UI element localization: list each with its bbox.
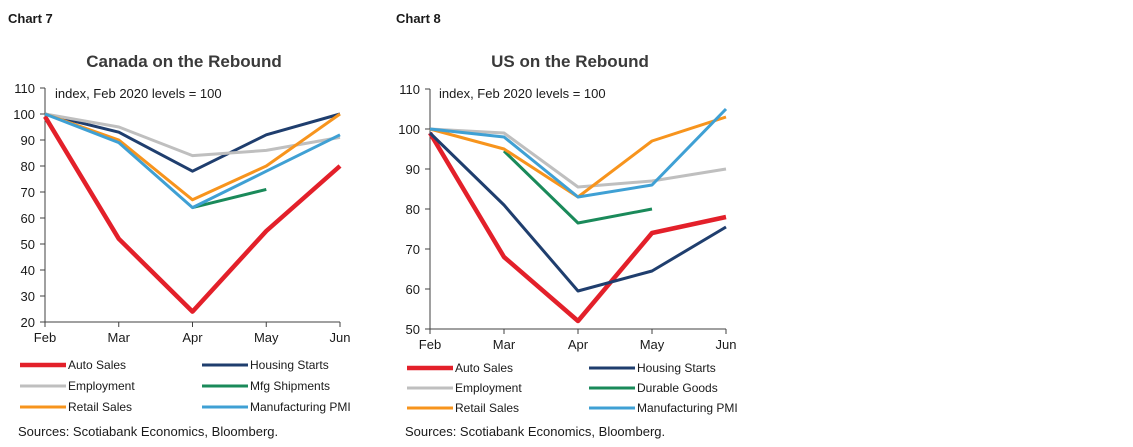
legend-label-auto-sales: Auto Sales [455,361,513,375]
y-tick-label: 110 [399,82,420,97]
chart-number-label: Chart 7 [8,11,53,26]
x-tick-label: Mar [493,337,516,352]
y-tick-label: 90 [406,162,420,177]
chart-1: Chart 7 Canada on the Rebound 20 30 40 50 60 70… [8,11,351,439]
legend-label-auto-sales: Auto Sales [68,358,126,372]
y-tick-label: 70 [406,242,420,257]
y-tick-label: 90 [21,133,35,148]
legend-label-employment: Employment [68,379,135,393]
index-note: index, Feb 2020 levels = 100 [439,86,606,101]
x-tick-label: Jun [330,330,351,345]
x-tick-label: Mar [108,330,131,345]
legend-label-retail-sales: Retail Sales [455,401,519,415]
x-tick-label: Apr [182,330,203,345]
y-tick-label: 100 [398,122,420,137]
x-tick-label: Feb [419,337,441,352]
chart-number-label: Chart 8 [396,11,441,26]
index-note: index, Feb 2020 levels = 100 [55,86,222,101]
legend-label-housing-starts: Housing Starts [637,361,716,375]
series-line-manufacturing-pmi [44,112,341,210]
y-tick-label: 30 [21,289,35,304]
chart-title: US on the Rebound [491,52,649,71]
series-line-housing-starts [428,131,727,293]
x-tick-label: May [254,330,279,345]
series-line-retail-sales [429,115,727,199]
x-tick-label: Jun [716,337,737,352]
y-tick-label: 80 [406,202,420,217]
series-line-auto-sales [428,131,727,324]
y-tick-label: 110 [14,81,35,96]
series-line-employment [429,127,727,189]
series-line-housing-starts [44,112,341,173]
y-tick-label: 60 [406,282,420,297]
y-tick-label: 80 [21,159,35,174]
y-tick-label: 50 [406,322,420,337]
chart-2: Chart 8 US on the Rebound 50 60 70 80 90 100 110… [396,11,738,439]
y-tick-label: 20 [21,315,35,330]
x-tick-label: Feb [34,330,56,345]
legend-label-employment: Employment [455,381,522,395]
source-note: Sources: Scotiabank Economics, Bloomberg… [18,424,278,439]
chart-title: Canada on the Rebound [86,52,282,71]
y-tick-label: 60 [21,211,35,226]
y-tick-label: 70 [21,185,35,200]
source-note: Sources: Scotiabank Economics, Bloomberg… [405,424,665,439]
legend-label-manufacturing-pmi: Manufacturing PMI [637,401,738,415]
legend-label-mfg-shipments: Mfg Shipments [250,379,330,393]
legend-label-durable-goods: Durable Goods [637,381,718,395]
series-line-auto-sales [43,115,342,314]
x-tick-label: May [640,337,665,352]
y-tick-label: 50 [21,237,35,252]
x-tick-label: Apr [568,337,589,352]
series-line-mfg-shipments [192,187,267,210]
y-tick-label: 40 [21,263,35,278]
series-line-employment [44,112,341,158]
y-tick-label: 100 [13,107,35,122]
series-line-retail-sales [44,112,341,202]
series-line-durable-goods [502,149,653,225]
series-line-manufacturing-pmi [429,107,728,199]
legend-label-retail-sales: Retail Sales [68,400,132,414]
legend-label-manufacturing-pmi: Manufacturing PMI [250,400,351,414]
legend-label-housing-starts: Housing Starts [250,358,329,372]
